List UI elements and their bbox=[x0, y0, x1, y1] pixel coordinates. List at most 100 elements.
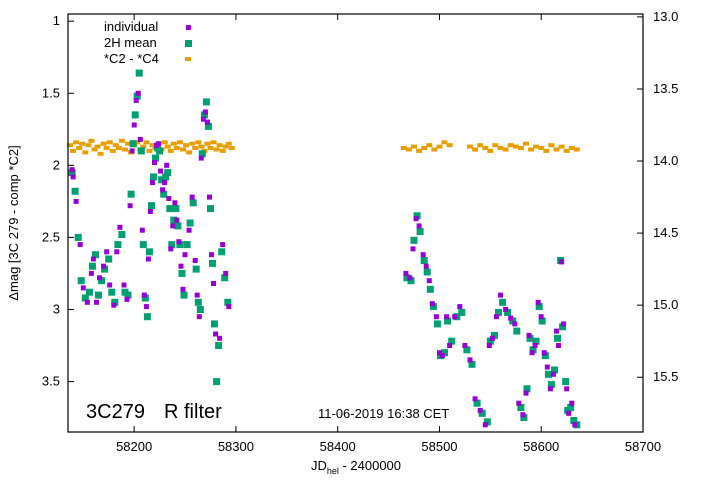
c2-c4-point bbox=[538, 146, 545, 150]
individual-point bbox=[477, 407, 483, 413]
mean-2h-point bbox=[158, 176, 166, 184]
individual-point bbox=[482, 422, 488, 428]
mean-2h-point bbox=[458, 308, 466, 316]
mean-2h-point bbox=[189, 199, 197, 207]
individual-point bbox=[529, 350, 535, 356]
mean-2h-point bbox=[499, 298, 507, 306]
mean-2h-point bbox=[538, 317, 546, 325]
mean-2h-point bbox=[186, 219, 194, 227]
mean-2h-point bbox=[221, 274, 229, 282]
mean-2h-point bbox=[529, 346, 537, 354]
individual-point bbox=[137, 136, 143, 142]
mean-2h-point bbox=[174, 222, 182, 230]
individual-point bbox=[508, 315, 514, 321]
individual-point bbox=[572, 422, 578, 428]
c2-c4-point bbox=[82, 150, 89, 155]
c2-c4-point bbox=[573, 147, 580, 152]
mean-2h-point bbox=[127, 190, 135, 198]
c2-c4-point bbox=[563, 148, 570, 153]
mean-2h-point bbox=[101, 265, 109, 273]
individual-point bbox=[131, 122, 137, 128]
individual-point bbox=[223, 270, 229, 276]
individual-point bbox=[111, 302, 117, 308]
mean-2h-point bbox=[523, 385, 531, 393]
c2-c4-point bbox=[421, 146, 428, 150]
y-tick-label: 3.5 bbox=[42, 374, 60, 389]
c2-c4-point bbox=[497, 146, 504, 150]
individual-point bbox=[172, 200, 178, 206]
mean-2h-point bbox=[429, 303, 437, 311]
c2-c4-point bbox=[553, 147, 560, 152]
c2-c4-point bbox=[186, 150, 193, 155]
c2-c4-point bbox=[528, 147, 535, 152]
mean-2h-point bbox=[172, 205, 180, 213]
c2-c4-point bbox=[164, 144, 171, 149]
individual-point bbox=[457, 304, 463, 310]
individual-point bbox=[559, 259, 565, 265]
c2-c4-point bbox=[222, 144, 229, 149]
x-tick-label: 58700 bbox=[625, 439, 661, 454]
legend-marker-individual bbox=[186, 25, 191, 30]
individual-point bbox=[162, 180, 168, 186]
individual-point bbox=[204, 119, 210, 125]
mean-2h-point bbox=[176, 241, 184, 249]
individual-point bbox=[569, 400, 575, 406]
mean-2h-point bbox=[213, 378, 221, 386]
individual-point bbox=[433, 314, 439, 320]
mean-2h-point bbox=[483, 418, 491, 426]
c2-c4-point bbox=[487, 148, 494, 153]
c2-c4-point bbox=[176, 140, 183, 145]
mean-2h-point bbox=[164, 169, 172, 177]
mean-2h-point bbox=[473, 399, 481, 407]
c2-c4-point bbox=[446, 143, 453, 148]
individual-point bbox=[426, 278, 432, 284]
y-axis-title: Δmag [3C 279 - comp *C2] bbox=[6, 145, 21, 300]
c2-c4-point bbox=[210, 140, 217, 145]
mean-2h-point bbox=[135, 69, 143, 77]
legend-label-c2-c4: *C2 - *C4 bbox=[104, 51, 159, 66]
individual-point bbox=[535, 299, 541, 305]
c2-c4-point bbox=[103, 146, 110, 150]
mean-2h-point bbox=[448, 337, 456, 345]
mean-2h-point bbox=[420, 257, 428, 264]
individual-point bbox=[213, 331, 219, 337]
c2-c4-point bbox=[207, 146, 214, 150]
y2-tick-label: 13.0 bbox=[653, 9, 678, 24]
c2-c4-point bbox=[70, 148, 77, 153]
c2-c4-point bbox=[79, 141, 86, 146]
c2-c4-point bbox=[400, 146, 407, 150]
mean-2h-point bbox=[148, 202, 155, 210]
individual-point bbox=[186, 227, 192, 233]
mean-2h-point bbox=[423, 268, 431, 276]
mean-2h-point bbox=[547, 380, 555, 388]
individual-point bbox=[207, 194, 212, 200]
individual-point bbox=[413, 216, 419, 222]
y2-tick-label: 14.5 bbox=[653, 225, 678, 240]
c2-c4-point bbox=[441, 140, 448, 145]
mean-2h-point bbox=[137, 147, 145, 155]
mean-2h-point bbox=[166, 205, 174, 213]
individual-point bbox=[211, 281, 216, 286]
individual-point bbox=[141, 292, 147, 298]
mean-2h-point bbox=[108, 288, 116, 296]
y2-tick-label: 15.5 bbox=[653, 369, 678, 384]
mean-2h-point bbox=[131, 111, 139, 119]
individual-point bbox=[561, 321, 567, 327]
c2-c4-point bbox=[213, 147, 220, 152]
mean-2h-point bbox=[77, 277, 85, 285]
mean-2h-point bbox=[554, 334, 561, 342]
legend-marker-c2-c4 bbox=[185, 57, 191, 61]
c2-c4-point bbox=[180, 147, 186, 152]
c2-c4-point bbox=[85, 143, 92, 148]
mean-2h-point bbox=[410, 236, 418, 244]
mean-2h-point bbox=[98, 277, 106, 285]
c2-c4-point bbox=[482, 146, 489, 150]
individual-point bbox=[73, 198, 79, 204]
c2-c4-point bbox=[517, 146, 524, 150]
individual-point bbox=[444, 314, 450, 320]
mean-2h-point bbox=[71, 187, 79, 195]
individual-point bbox=[104, 249, 110, 255]
y2-tick-label: 14.0 bbox=[653, 153, 678, 168]
mean-2h-point bbox=[463, 346, 471, 354]
individual-point bbox=[503, 307, 509, 312]
